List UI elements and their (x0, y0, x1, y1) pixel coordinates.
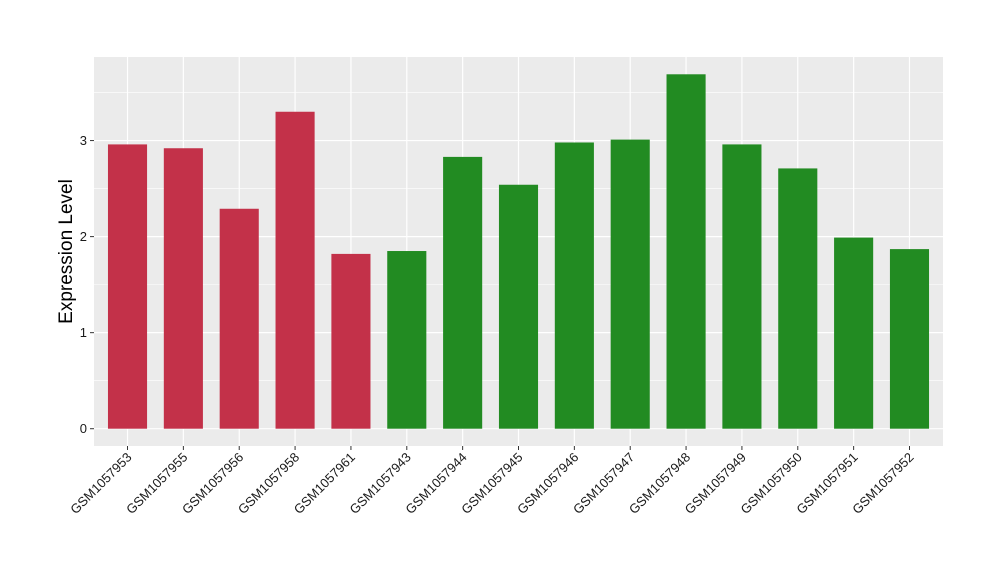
bar (275, 111, 315, 429)
y-tick-label: 3 (80, 133, 87, 148)
bar (554, 142, 594, 429)
y-tick-label: 2 (80, 229, 87, 244)
y-tick-label: 0 (80, 421, 87, 436)
bar (331, 253, 371, 429)
x-axis: GSM1057953GSM1057955GSM1057956GSM1057958… (67, 446, 917, 517)
y-tick-label: 1 (80, 325, 87, 340)
bar (163, 148, 203, 429)
bar (610, 139, 650, 429)
bar (778, 168, 818, 429)
bar (443, 156, 483, 429)
y-axis-title: Expression Level (56, 179, 77, 324)
bar (387, 251, 427, 429)
bar (219, 208, 259, 429)
y-axis: 0 1 2 3 (80, 133, 94, 436)
bar (722, 144, 762, 429)
bar (666, 74, 706, 429)
bar (107, 144, 148, 429)
bar (834, 237, 874, 429)
bar (889, 249, 930, 429)
bars (107, 74, 930, 429)
bar (498, 184, 539, 429)
